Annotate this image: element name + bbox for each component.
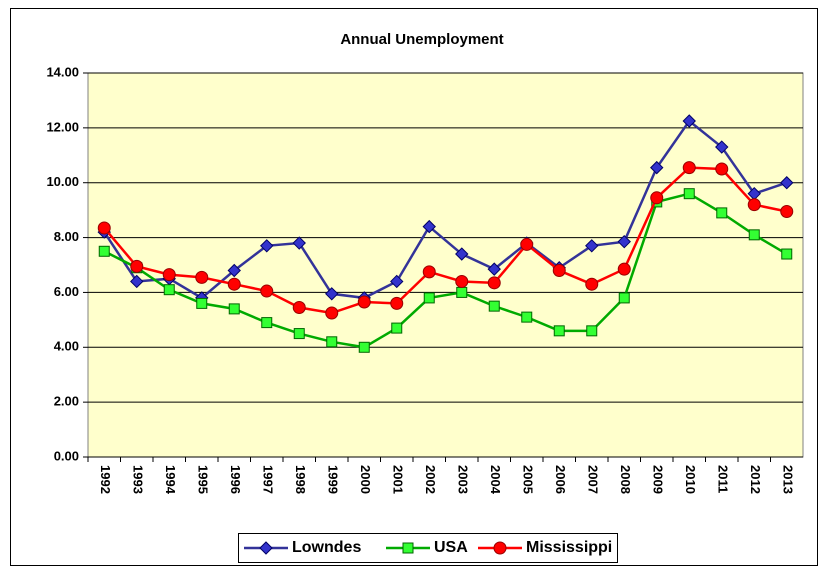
x-tick-label: 2013	[780, 465, 795, 494]
marker	[650, 191, 664, 205]
marker	[585, 277, 599, 291]
marker	[455, 274, 469, 288]
marker	[195, 270, 209, 284]
series-line	[103, 119, 788, 300]
marker	[292, 236, 306, 250]
marker	[716, 207, 728, 219]
marker	[617, 262, 631, 276]
x-tick-label: 1994	[163, 465, 178, 495]
marker	[325, 287, 339, 301]
x-tick-label: 2001	[390, 465, 405, 494]
y-tick-label: 2.00	[54, 394, 79, 409]
marker	[97, 221, 111, 235]
marker	[422, 265, 436, 279]
marker	[292, 301, 306, 315]
x-tick-label: 2004	[488, 465, 503, 495]
marker	[390, 296, 404, 310]
marker	[260, 239, 274, 253]
series-line	[103, 166, 788, 315]
x-tick-label: 1998	[293, 465, 308, 494]
x-tick-label: 2007	[585, 465, 600, 494]
y-tick-label: 8.00	[54, 229, 79, 244]
marker	[586, 325, 598, 337]
x-tick-label: 2011	[715, 465, 730, 493]
marker	[780, 176, 794, 190]
marker	[162, 268, 176, 282]
marker	[259, 541, 273, 555]
x-tick-label: 2012	[748, 465, 763, 494]
marker	[748, 229, 760, 241]
y-tick-label: 0.00	[54, 448, 79, 463]
marker	[422, 219, 436, 234]
marker	[98, 245, 110, 257]
marker	[552, 263, 566, 277]
marker	[325, 306, 339, 320]
marker	[715, 140, 729, 154]
legend-label: Mississippi	[526, 539, 612, 556]
marker	[163, 284, 175, 296]
x-tick-label: 2006	[553, 465, 568, 494]
marker	[488, 300, 500, 312]
marker	[357, 295, 371, 309]
marker	[520, 237, 534, 251]
marker	[261, 317, 273, 329]
y-tick-label: 12.00	[46, 119, 79, 134]
marker	[227, 277, 241, 291]
x-tick-label: 1992	[98, 465, 113, 494]
marker	[618, 292, 630, 304]
marker	[260, 284, 274, 298]
y-tick-label: 6.00	[54, 284, 79, 299]
marker	[130, 259, 144, 273]
marker	[196, 297, 208, 309]
y-tick-label: 10.00	[46, 174, 79, 189]
marker	[456, 286, 468, 298]
marker	[293, 328, 305, 340]
marker	[617, 234, 631, 249]
marker	[391, 322, 403, 334]
y-tick-label: 14.00	[46, 64, 79, 79]
marker	[780, 205, 794, 219]
x-tick-label: 2009	[650, 465, 665, 494]
marker	[585, 239, 599, 253]
legend-label: Lowndes	[292, 539, 361, 556]
marker	[130, 274, 144, 289]
marker	[227, 263, 241, 278]
marker	[747, 198, 761, 212]
marker	[487, 262, 501, 276]
marker	[553, 325, 565, 337]
x-tick-label: 2010	[683, 465, 698, 494]
marker	[682, 161, 696, 175]
chart-title: Annual Unemployment	[340, 31, 503, 48]
series-line	[103, 192, 788, 349]
y-tick-label: 4.00	[54, 339, 79, 354]
x-tick-label: 1997	[260, 465, 275, 494]
marker	[493, 541, 507, 555]
marker	[682, 114, 696, 128]
marker	[358, 341, 370, 353]
x-tick-label: 2003	[455, 465, 470, 494]
marker	[228, 303, 240, 315]
marker	[487, 276, 501, 290]
marker	[455, 247, 469, 261]
x-tick-label: 1996	[228, 465, 243, 494]
x-tick-label: 2005	[520, 465, 535, 494]
marker	[521, 311, 533, 323]
x-tick-label: 2008	[618, 465, 633, 494]
x-tick-label: 1999	[325, 465, 340, 494]
marker	[326, 336, 338, 348]
legend-label: USA	[434, 539, 468, 556]
marker	[390, 274, 404, 289]
plot-area	[87, 72, 804, 458]
x-tick-label: 2000	[358, 465, 373, 494]
x-tick-label: 1995	[195, 465, 210, 494]
x-tick-label: 2002	[423, 465, 438, 494]
marker	[683, 188, 695, 200]
x-tick-label: 1993	[130, 465, 145, 494]
marker	[781, 248, 793, 260]
marker	[402, 542, 414, 554]
marker	[650, 160, 664, 175]
marker	[715, 162, 729, 176]
marker	[423, 292, 435, 304]
